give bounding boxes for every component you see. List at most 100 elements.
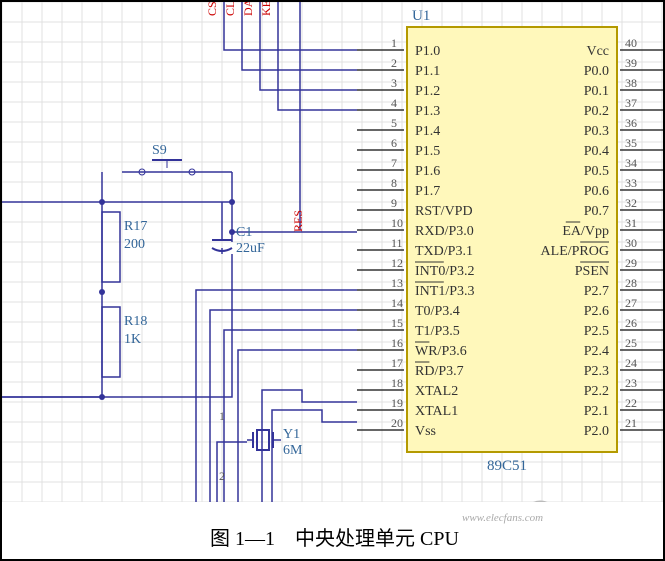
- pin-name: P0.1: [584, 84, 609, 99]
- pin-number: 29: [625, 256, 637, 270]
- netlabel-KE: KE: [259, 2, 273, 16]
- pin-number: 13: [391, 276, 403, 290]
- pin-number: 34: [625, 156, 637, 170]
- pin-number: 32: [625, 196, 637, 210]
- svg-text:2: 2: [219, 469, 225, 483]
- pin-name: P1.1: [415, 64, 440, 79]
- pin-name: P0.3: [584, 124, 609, 139]
- chip-refdes: U1: [412, 8, 430, 24]
- pin-name: Vcc: [586, 44, 609, 59]
- refdes-R18: R18: [124, 314, 147, 329]
- pin-name: TXD/P3.1: [415, 244, 473, 259]
- pin-name: XTAL2: [415, 384, 458, 399]
- pin-name: P0.2: [584, 104, 609, 119]
- netlabel-CS: CS: [205, 2, 219, 16]
- pin-name: RD/P3.7: [415, 364, 464, 379]
- svg-text:1: 1: [219, 409, 225, 423]
- pin-name: P2.2: [584, 384, 609, 399]
- pin-number: 25: [625, 336, 637, 350]
- figure-caption: 图 1—1 中央处理单元 CPU: [2, 522, 665, 551]
- wire: [224, 330, 357, 502]
- pin-number: 18: [391, 376, 403, 390]
- wire: [2, 254, 232, 397]
- pin-name: P0.0: [584, 64, 609, 79]
- pin-name: P0.4: [584, 144, 609, 159]
- pin-number: 6: [391, 136, 397, 150]
- pin-number: 17: [391, 356, 403, 370]
- pin-name: T1/P3.5: [415, 324, 460, 339]
- wire: [262, 390, 357, 502]
- pin-name: WR/P3.6: [415, 344, 467, 359]
- pin-number: 26: [625, 316, 637, 330]
- schematic-frame: U189C511P1.02P1.13P1.24P1.35P1.46P1.57P1…: [0, 0, 665, 561]
- pin-name: RST/VPD: [415, 204, 473, 219]
- pin-name: P2.4: [584, 344, 609, 359]
- pin-number: 14: [391, 296, 403, 310]
- junction: [99, 394, 105, 400]
- pin-name: EA/Vpp: [562, 224, 609, 239]
- junction: [99, 289, 105, 295]
- value-C1: 22uF: [236, 241, 265, 256]
- netlabel-CL: CL: [223, 2, 237, 16]
- pin-number: 35: [625, 136, 637, 150]
- pin-number: 23: [625, 376, 637, 390]
- junction: [99, 199, 105, 205]
- pin-number: 21: [625, 416, 637, 430]
- chip-partnum: 89C51: [487, 458, 527, 474]
- pin-number: 31: [625, 216, 637, 230]
- pin-name: P0.7: [584, 204, 609, 219]
- pin-number: 3: [391, 76, 397, 90]
- pin-name: P1.4: [415, 124, 440, 139]
- pin-name: INT0/P3.2: [415, 264, 475, 279]
- pin-name: P1.5: [415, 144, 440, 159]
- pin-name: P2.3: [584, 364, 609, 379]
- wire: [278, 2, 357, 110]
- pin-number: 15: [391, 316, 403, 330]
- pin-name: PSEN: [575, 264, 609, 279]
- pin-name: P1.2: [415, 84, 440, 99]
- pin-number: 24: [625, 356, 637, 370]
- value-R17: 200: [124, 237, 145, 252]
- schematic-canvas: U189C511P1.02P1.13P1.24P1.35P1.46P1.57P1…: [2, 2, 663, 502]
- pin-number: 16: [391, 336, 403, 350]
- pin-number: 22: [625, 396, 637, 410]
- pin-name: P2.7: [584, 284, 609, 299]
- pin-number: 27: [625, 296, 637, 310]
- pin-number: 40: [625, 36, 637, 50]
- refdes-C1: C1: [236, 225, 252, 240]
- refdes-R17: R17: [124, 219, 147, 234]
- pin-name: ALE/PROG: [541, 244, 609, 259]
- pin-number: 7: [391, 156, 397, 170]
- pin-number: 33: [625, 176, 637, 190]
- pin-number: 10: [391, 216, 403, 230]
- pin-name: INT1/P3.3: [415, 284, 475, 299]
- pin-number: 12: [391, 256, 403, 270]
- pin-name: P2.5: [584, 324, 609, 339]
- pin-number: 39: [625, 56, 637, 70]
- watermark: www.elecfans.com: [462, 512, 543, 524]
- pin-name: P1.3: [415, 104, 440, 119]
- junction: [229, 199, 235, 205]
- pin-number: 2: [391, 56, 397, 70]
- pin-number: 4: [391, 96, 397, 110]
- pin-name: P0.5: [584, 164, 609, 179]
- pin-number: 9: [391, 196, 397, 210]
- pin-number: 38: [625, 76, 637, 90]
- pin-name: P0.6: [584, 184, 609, 199]
- refdes-S9: S9: [152, 143, 167, 158]
- pin-name: P1.7: [415, 184, 440, 199]
- pin-name: P1.0: [415, 44, 440, 59]
- pin-number: 28: [625, 276, 637, 290]
- junction: [229, 229, 235, 235]
- pin-name: P2.0: [584, 424, 609, 439]
- pin-number: 8: [391, 176, 397, 190]
- pin-name: P2.1: [584, 404, 609, 419]
- refdes-Y1: Y1: [283, 427, 300, 442]
- netlabel-DA: DA: [241, 2, 255, 16]
- netlabel-RES: RES: [291, 210, 305, 232]
- pin-name: Vss: [415, 424, 436, 439]
- value-Y1: 6M: [283, 443, 303, 458]
- pin-number: 37: [625, 96, 637, 110]
- pin-number: 36: [625, 116, 637, 130]
- crystal-body: [257, 430, 269, 450]
